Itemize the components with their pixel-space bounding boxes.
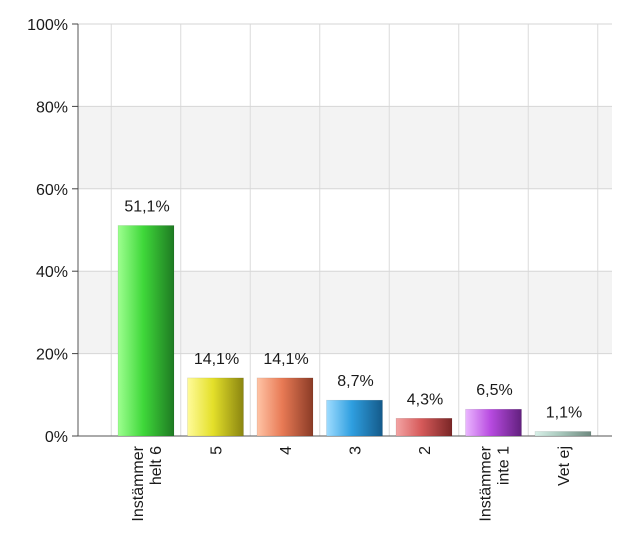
bar	[465, 408, 522, 437]
y-tick-label: 100%	[27, 17, 68, 34]
data-label: 51,1%	[124, 198, 169, 215]
data-label: 6,5%	[476, 382, 512, 399]
data-label: 4,3%	[407, 391, 443, 408]
category-label-line: Instämmer	[478, 445, 495, 521]
grid-band	[78, 106, 612, 189]
category-labels: Instämmer helt 6 5 4 3 2 Instämmer inte 1 Vet ej	[130, 445, 573, 521]
y-tick-label: 20%	[36, 347, 68, 364]
category-label-line: Instämmer	[130, 445, 147, 521]
category-label: 3	[348, 446, 365, 455]
category-label-line: 2	[417, 446, 434, 455]
category-label-line: Vet ej	[556, 446, 573, 486]
category-label: Instämmer inte 1	[478, 445, 513, 521]
category-label-line: helt 6	[148, 446, 165, 485]
y-tick-label: 80%	[36, 99, 68, 116]
category-label: Instämmer helt 6	[130, 445, 165, 521]
bar	[534, 431, 592, 437]
category-label: Vet ej	[556, 446, 573, 486]
category-label: 2	[417, 446, 434, 455]
vertical-gridlines	[110, 24, 599, 436]
bar	[395, 418, 453, 437]
category-label: 5	[209, 446, 226, 455]
category-label: 4	[278, 446, 295, 455]
data-label: 1,1%	[546, 404, 582, 421]
category-label-line: 5	[209, 446, 226, 455]
y-axis-ticks: 0% 20% 40% 60% 80% 100%	[27, 17, 78, 446]
y-tick-label: 60%	[36, 182, 68, 199]
y-tick-label: 0%	[45, 429, 68, 446]
bar	[187, 377, 244, 437]
category-label-line: 4	[278, 446, 295, 455]
data-label: 8,7%	[337, 373, 373, 390]
category-label-line: inte 1	[496, 446, 513, 485]
bar	[326, 399, 383, 437]
data-label: 14,1%	[194, 351, 239, 368]
bar	[117, 225, 175, 437]
bar	[256, 377, 314, 437]
data-label: 14,1%	[263, 351, 308, 368]
data-labels: 51,1% 14,1% 14,1% 8,7% 4,3% 6,5% 1,1%	[124, 198, 582, 421]
y-tick-label: 40%	[36, 264, 68, 281]
category-label-line: 3	[348, 446, 365, 455]
bars	[117, 225, 592, 437]
